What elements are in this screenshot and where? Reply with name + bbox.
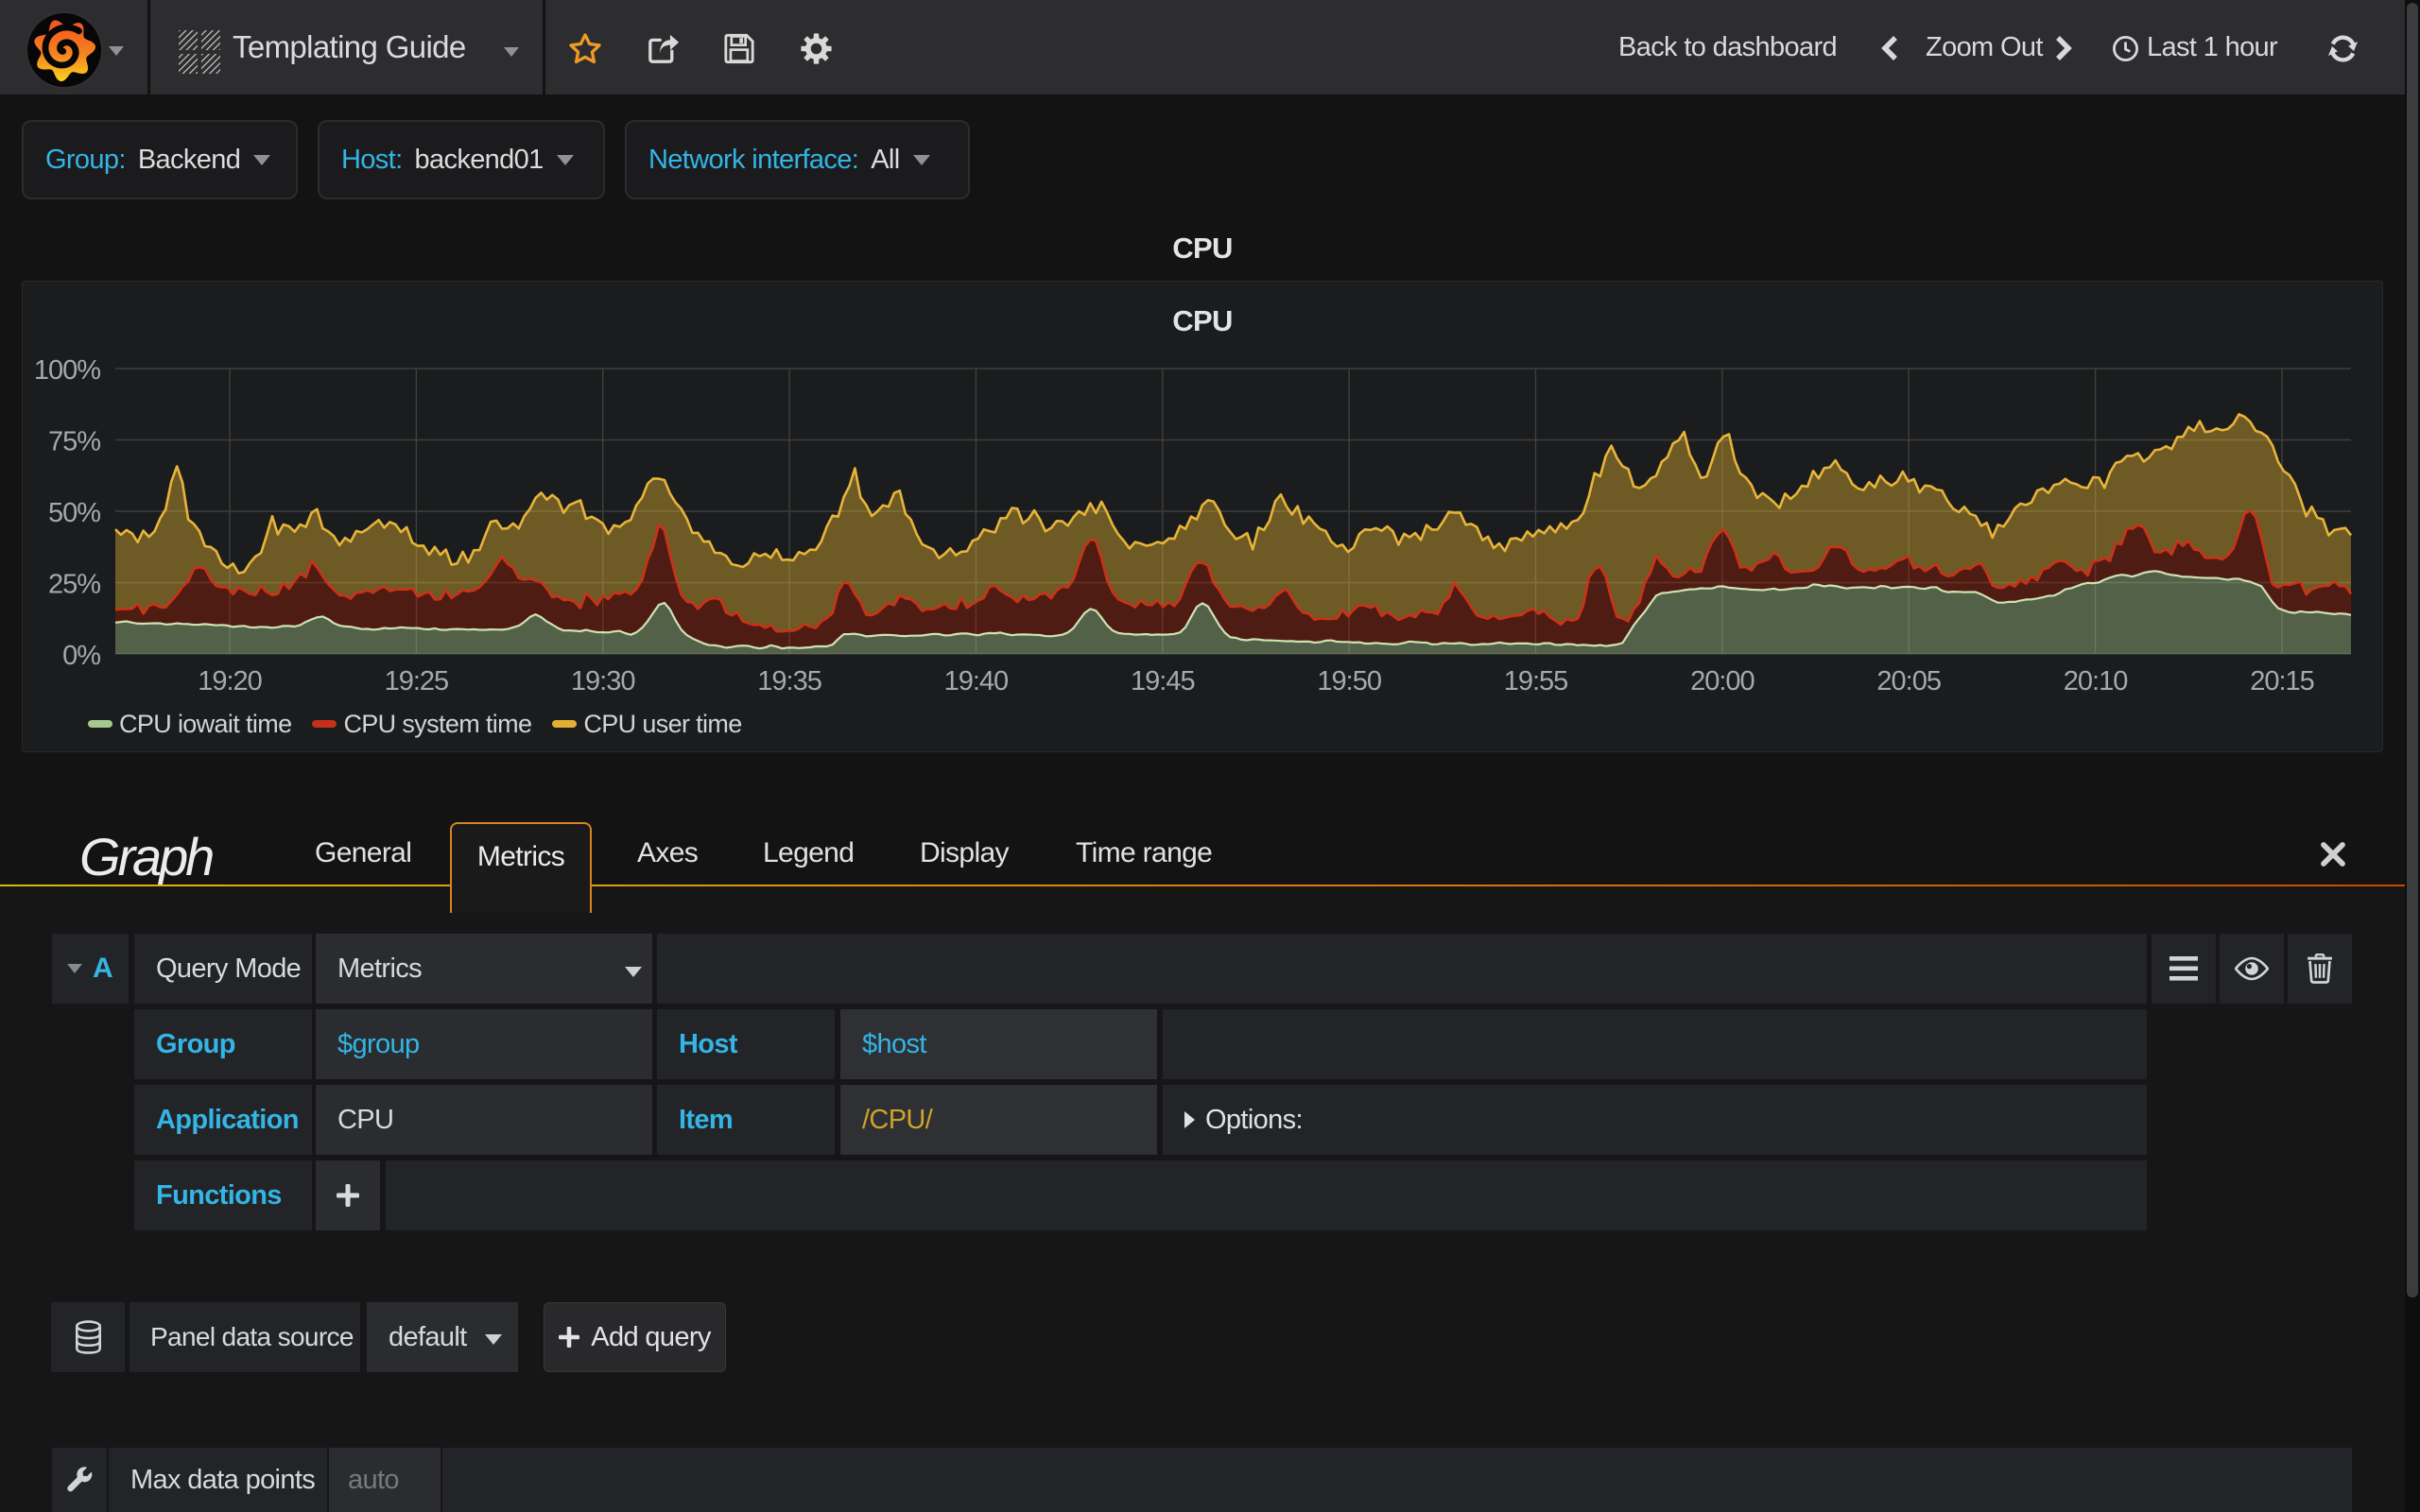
svg-text:20:10: 20:10 [2064,666,2128,696]
svg-text:75%: 75% [48,427,100,457]
svg-text:100%: 100% [34,355,100,386]
svg-text:19:50: 19:50 [1317,666,1381,696]
svg-text:20:00: 20:00 [1690,666,1754,696]
svg-text:19:20: 19:20 [198,666,262,696]
svg-text:19:45: 19:45 [1131,666,1195,696]
svg-text:19:55: 19:55 [1504,666,1568,696]
svg-text:19:30: 19:30 [571,666,635,696]
svg-text:20:15: 20:15 [2250,666,2314,696]
svg-text:50%: 50% [48,498,100,528]
svg-text:25%: 25% [48,570,100,600]
svg-text:0%: 0% [62,641,100,671]
svg-text:19:40: 19:40 [944,666,1009,696]
svg-text:19:35: 19:35 [757,666,821,696]
svg-text:20:05: 20:05 [1876,666,1941,696]
svg-text:19:25: 19:25 [385,666,449,696]
